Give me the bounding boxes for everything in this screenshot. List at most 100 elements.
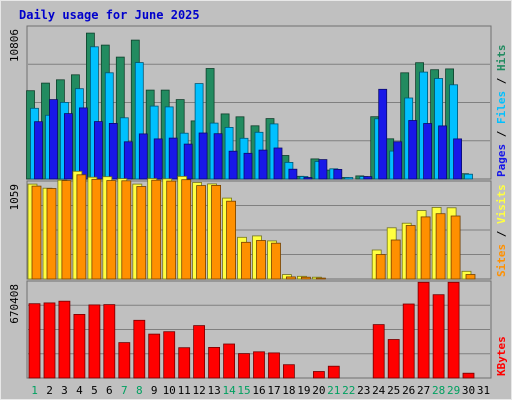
x-tick-label-day-1: 1 — [31, 384, 38, 397]
x-tick-label-day-11: 11 — [178, 384, 191, 397]
bar-kbytes-day-10 — [163, 331, 176, 379]
bar-sites-day-25 — [390, 239, 401, 280]
bar-sites-day-13 — [211, 184, 222, 280]
bar-kbytes-day-5 — [88, 304, 101, 379]
legend-item-hits: Hits — [495, 45, 508, 72]
x-tick-label-day-23: 23 — [357, 384, 370, 397]
x-tick-label-day-28: 28 — [432, 384, 445, 397]
bar-sites-day-27 — [420, 216, 431, 280]
legend-item-kbytes: KBytes — [495, 336, 508, 376]
bar-sites-day-5 — [91, 178, 102, 280]
x-tick-label-day-5: 5 — [91, 384, 98, 397]
bar-pages-day-27 — [423, 123, 433, 180]
x-tick-label-day-7: 7 — [121, 384, 128, 397]
max-label-kbytes: 670408 — [8, 284, 21, 324]
bar-sites-day-9 — [151, 179, 162, 280]
bar-sites-day-26 — [405, 225, 416, 280]
bar-pages-day-15 — [243, 152, 253, 180]
legend-sites: Sites / Visits — [495, 184, 508, 277]
x-tick-label-day-25: 25 — [387, 384, 400, 397]
bar-sites-day-1 — [31, 185, 42, 280]
bar-kbytes-day-3 — [58, 300, 71, 379]
x-tick-label-day-9: 9 — [151, 384, 158, 397]
bar-pages-day-21 — [333, 168, 343, 180]
legend-item-visits: Visits — [495, 184, 508, 224]
bar-pages-day-3 — [64, 113, 73, 180]
bar-kbytes-day-30 — [462, 372, 475, 379]
bar-pages-day-2 — [49, 99, 58, 180]
legend-kbytes: KBytes — [495, 336, 508, 376]
bar-kbytes-day-14 — [223, 343, 236, 379]
bar-kbytes-day-21 — [327, 365, 340, 379]
bar-kbytes-day-8 — [133, 319, 146, 379]
bar-sites-day-10 — [166, 180, 177, 280]
bar-sites-day-19 — [300, 276, 311, 280]
bar-kbytes-day-9 — [148, 333, 161, 379]
bar-sites-day-30 — [465, 274, 476, 280]
x-tick-label-day-19: 19 — [297, 384, 310, 397]
x-tick-label-day-21: 21 — [327, 384, 340, 397]
bar-pages-day-16 — [258, 149, 268, 180]
bar-kbytes-day-26 — [402, 303, 415, 379]
bar-sites-day-29 — [450, 215, 461, 280]
bar-kbytes-day-15 — [238, 353, 250, 379]
bar-pages-day-20 — [318, 159, 328, 180]
max-label-traffic: 10806 — [8, 29, 21, 62]
x-tick-label-day-12: 12 — [192, 384, 205, 397]
bar-pages-day-29 — [453, 138, 463, 180]
bar-pages-day-5 — [94, 121, 103, 180]
x-tick-label-day-20: 20 — [312, 384, 325, 397]
bar-pages-day-8 — [138, 133, 148, 180]
legend-item-pages: Pages — [495, 144, 508, 177]
bar-pages-day-18 — [288, 168, 298, 180]
x-tick-label-day-22: 22 — [342, 384, 355, 397]
bar-pages-day-11 — [183, 143, 193, 180]
legend-item-sites: Sites — [495, 244, 508, 277]
bar-files-day-22 — [344, 177, 354, 180]
x-tick-label-day-26: 26 — [402, 384, 415, 397]
max-label-sites: 1059 — [8, 184, 21, 211]
x-tick-label-day-24: 24 — [372, 384, 386, 397]
bar-pages-day-25 — [393, 141, 403, 180]
x-tick-label-day-30: 30 — [462, 384, 475, 397]
bar-pages-day-13 — [213, 133, 223, 180]
legend-traffic: Pages / Files / Hits — [495, 45, 508, 178]
bar-sites-day-2 — [46, 188, 57, 280]
bar-sites-day-24 — [375, 254, 386, 280]
bar-pages-day-28 — [438, 125, 448, 180]
bar-kbytes-day-11 — [178, 347, 191, 379]
bar-kbytes-day-20 — [312, 371, 325, 379]
bar-pages-day-14 — [228, 150, 238, 180]
x-tick-label-day-27: 27 — [417, 384, 430, 397]
bar-sites-day-28 — [435, 213, 446, 280]
x-tick-label-day-14: 14 — [222, 384, 236, 397]
x-tick-label-day-17: 17 — [267, 384, 280, 397]
bar-sites-day-18 — [285, 276, 296, 280]
legend-separator: / — [495, 224, 508, 244]
bar-sites-day-3 — [61, 180, 72, 280]
bar-files-day-30 — [464, 173, 473, 180]
legend-separator: / — [495, 71, 508, 91]
bar-kbytes-day-12 — [193, 325, 206, 379]
bar-sites-day-11 — [181, 179, 192, 280]
bar-pages-day-24 — [378, 88, 388, 180]
bar-kbytes-day-18 — [282, 364, 295, 379]
bar-pages-day-6 — [108, 123, 118, 180]
bar-kbytes-day-6 — [103, 304, 116, 379]
bar-sites-day-12 — [196, 185, 207, 280]
bar-pages-day-19 — [303, 177, 313, 180]
bar-pages-day-1 — [34, 121, 43, 180]
bar-pages-day-17 — [273, 147, 283, 180]
x-tick-label-day-15: 15 — [237, 384, 250, 397]
bar-kbytes-day-4 — [73, 313, 86, 379]
x-tick-label-day-16: 16 — [252, 384, 265, 397]
bar-pages-day-23 — [363, 176, 373, 180]
bar-sites-day-8 — [136, 186, 147, 280]
legend-separator: / — [495, 124, 508, 144]
bar-sites-day-16 — [256, 240, 266, 280]
bar-kbytes-day-24 — [372, 324, 385, 379]
bar-kbytes-day-29 — [447, 281, 460, 379]
bar-pages-day-10 — [168, 137, 178, 180]
